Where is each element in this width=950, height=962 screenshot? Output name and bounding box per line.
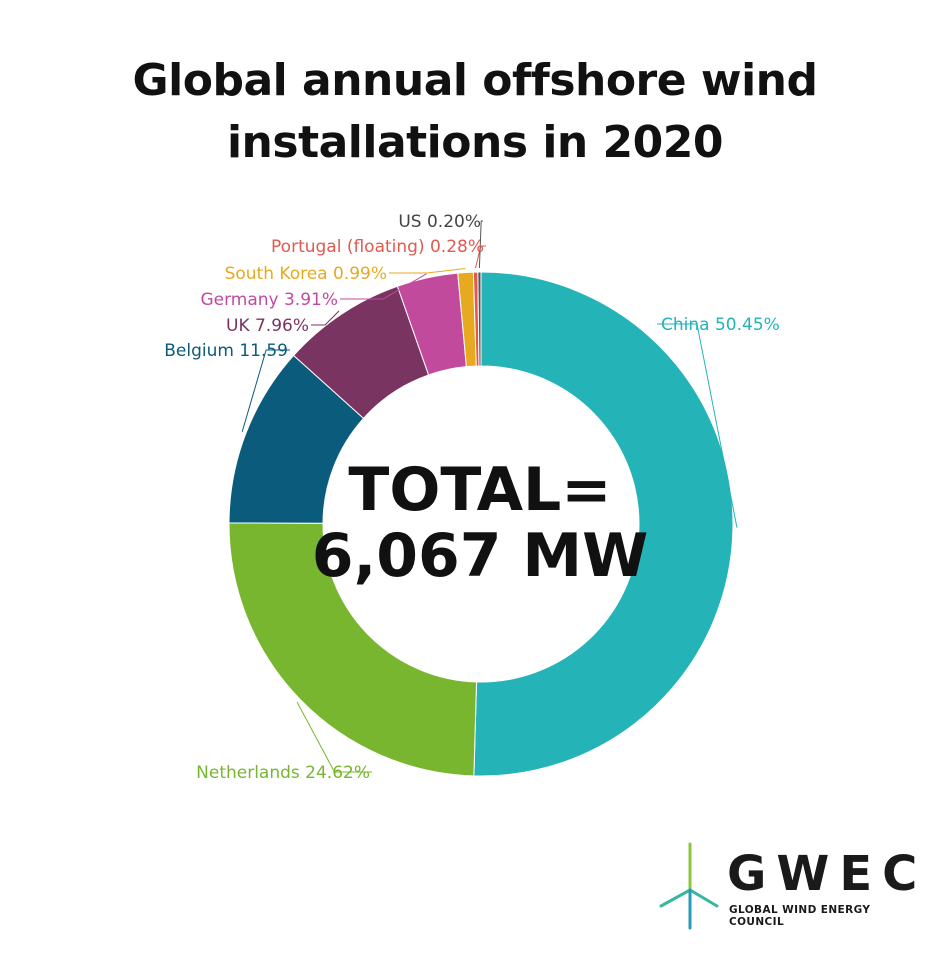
leader-line-5 — [389, 267, 466, 274]
leader-line-2 — [241, 349, 290, 432]
logo-subtitle: GLOBAL WIND ENERGY COUNCIL — [729, 904, 871, 928]
chart-title: Global annual offshore wind installation… — [0, 50, 950, 174]
chart-title-line-2: installations in 2020 — [226, 117, 724, 168]
chart-title-line-1: Global annual offshore wind — [132, 55, 818, 106]
slice-us — [477, 271, 482, 367]
logo-wordmark: GWEC — [727, 846, 928, 902]
center-total-label: TOTAL= — [348, 455, 611, 525]
slice-label-0: China 50.45% — [661, 315, 780, 335]
label-leader-lines — [241, 220, 738, 773]
donut-slices — [228, 271, 734, 777]
slice-labels: China 50.45% Netherlands 24.62% Belgium 11… — [164, 212, 780, 783]
leader-line-0 — [657, 323, 738, 528]
leader-line-4 — [340, 273, 427, 300]
slice-label-1: Netherlands 24.62% — [196, 763, 370, 783]
leader-line-7 — [478, 220, 483, 269]
slice-netherlands — [228, 522, 478, 777]
slice-china — [473, 271, 734, 777]
slice-label-4: Germany 3.91% — [200, 290, 338, 310]
leader-line-3 — [311, 310, 340, 326]
wind-turbine-icon — [659, 842, 719, 930]
slice-label-3: UK 7.96% — [226, 316, 309, 336]
slice-label-5: South Korea 0.99% — [225, 264, 387, 284]
leader-line-6 — [475, 245, 486, 269]
slice-label-7: US 0.20% — [398, 212, 481, 232]
slice-label-2: Belgium 11.59 — [164, 341, 288, 361]
gwec-logo: GWEC GLOBAL WIND ENERGY COUNCIL — [655, 842, 925, 932]
center-total-value: 6,067 MW — [312, 521, 649, 591]
slice-label-6: Portugal (floating) 0.28% — [271, 237, 484, 257]
leader-line-1 — [296, 701, 372, 773]
